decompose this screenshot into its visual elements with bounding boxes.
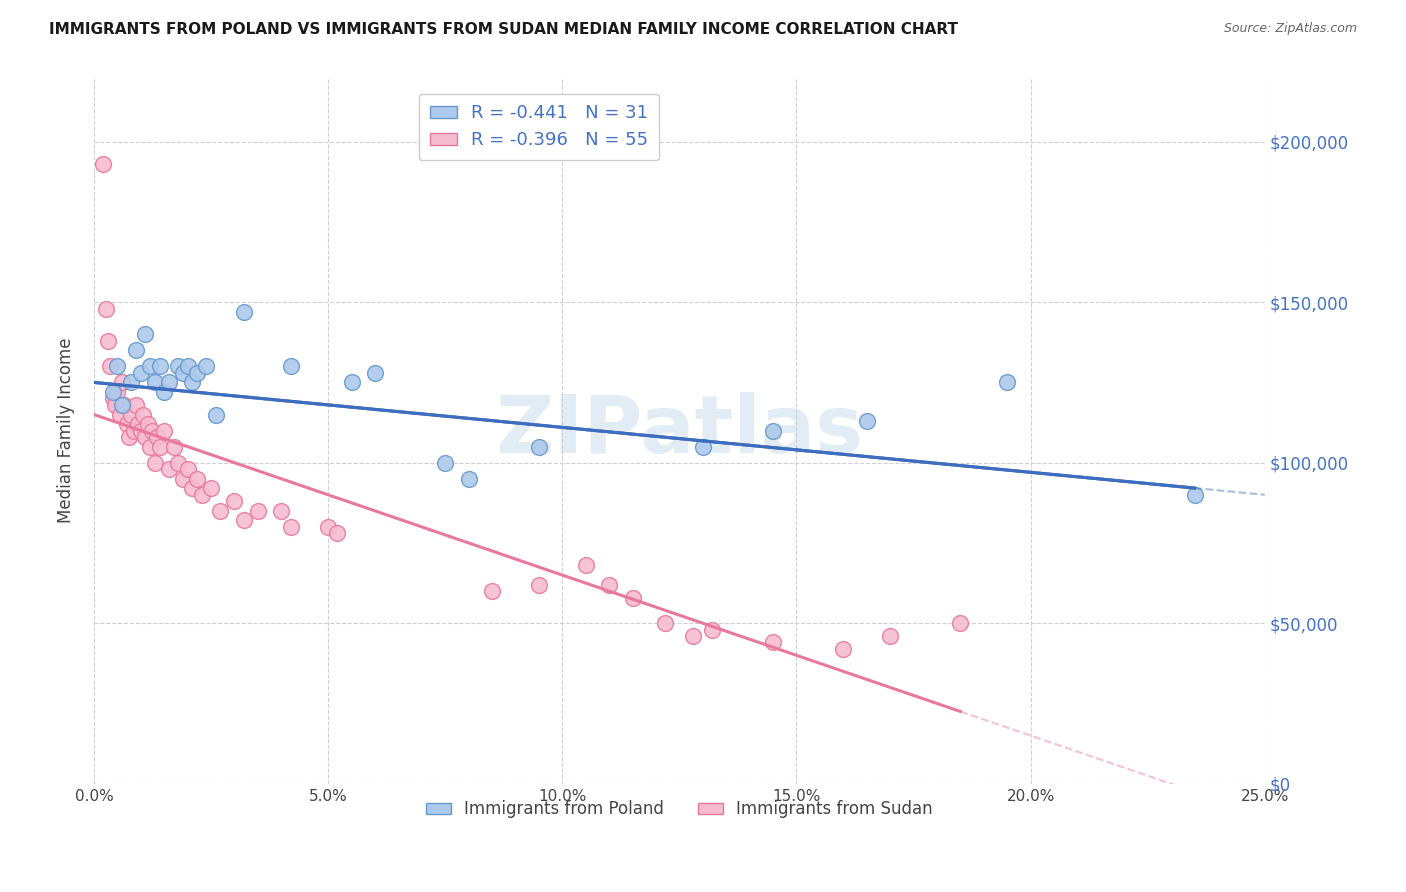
Point [832, 641, 855, 656]
Point [326, 526, 349, 541]
Point [91, 157, 114, 171]
Point [134, 430, 156, 444]
Point [181, 376, 204, 390]
Point [143, 376, 166, 390]
Point [209, 504, 232, 518]
Point [167, 456, 190, 470]
Point [457, 472, 479, 486]
Point [855, 414, 877, 428]
Point [104, 398, 127, 412]
Point [125, 398, 148, 412]
Point [995, 376, 1018, 390]
Point [105, 359, 128, 374]
Point [364, 366, 387, 380]
Point [129, 424, 152, 438]
Point [143, 456, 166, 470]
Point [129, 366, 152, 380]
Point [186, 366, 208, 380]
Point [280, 359, 302, 374]
Point [176, 462, 198, 476]
Point [762, 424, 785, 438]
Point [692, 440, 714, 454]
Point [654, 616, 676, 631]
Point [153, 385, 176, 400]
Point [316, 520, 339, 534]
Point [132, 408, 155, 422]
Point [141, 424, 163, 438]
Point [176, 359, 198, 374]
Point [195, 359, 218, 374]
Point [112, 398, 135, 412]
Point [115, 417, 138, 432]
Point [148, 359, 170, 374]
Point [167, 359, 190, 374]
Point [105, 385, 128, 400]
Point [139, 359, 162, 374]
Point [111, 398, 134, 412]
Point [101, 385, 124, 400]
Point [246, 504, 269, 518]
Text: IMMIGRANTS FROM POLAND VS IMMIGRANTS FROM SUDAN MEDIAN FAMILY INCOME CORRELATION: IMMIGRANTS FROM POLAND VS IMMIGRANTS FRO… [49, 22, 959, 37]
Point [98, 359, 121, 374]
Point [127, 417, 149, 432]
Point [1184, 488, 1206, 502]
Point [879, 629, 901, 643]
Point [97, 334, 120, 348]
Point [232, 513, 254, 527]
Point [481, 584, 503, 599]
Point [136, 417, 159, 432]
Point [190, 488, 212, 502]
Point [186, 472, 208, 486]
Point [146, 430, 169, 444]
Point [527, 440, 550, 454]
Point [762, 635, 785, 649]
Text: Source: ZipAtlas.com: Source: ZipAtlas.com [1223, 22, 1357, 36]
Point [181, 482, 204, 496]
Point [575, 558, 598, 573]
Point [134, 327, 156, 342]
Point [162, 440, 184, 454]
Point [340, 376, 363, 390]
Point [621, 591, 644, 605]
Point [598, 577, 620, 591]
Point [153, 424, 176, 438]
Point [118, 430, 141, 444]
Point [434, 456, 457, 470]
Point [172, 366, 194, 380]
Point [111, 376, 134, 390]
Y-axis label: Median Family Income: Median Family Income [58, 338, 75, 524]
Point [120, 408, 142, 422]
Point [101, 392, 124, 406]
Point [702, 623, 724, 637]
Point [232, 305, 254, 319]
Point [270, 504, 292, 518]
Point [527, 577, 550, 591]
Point [280, 520, 302, 534]
Legend: Immigrants from Poland, Immigrants from Sudan: Immigrants from Poland, Immigrants from … [419, 794, 939, 825]
Point [148, 440, 170, 454]
Point [94, 301, 117, 316]
Text: ZIPatlas: ZIPatlas [495, 392, 863, 469]
Point [125, 343, 148, 358]
Point [200, 482, 222, 496]
Point [224, 494, 246, 508]
Point [204, 408, 226, 422]
Point [120, 376, 142, 390]
Point [108, 408, 131, 422]
Point [682, 629, 704, 643]
Point [949, 616, 972, 631]
Point [172, 472, 194, 486]
Point [139, 440, 162, 454]
Point [157, 462, 180, 476]
Point [157, 376, 180, 390]
Point [122, 424, 145, 438]
